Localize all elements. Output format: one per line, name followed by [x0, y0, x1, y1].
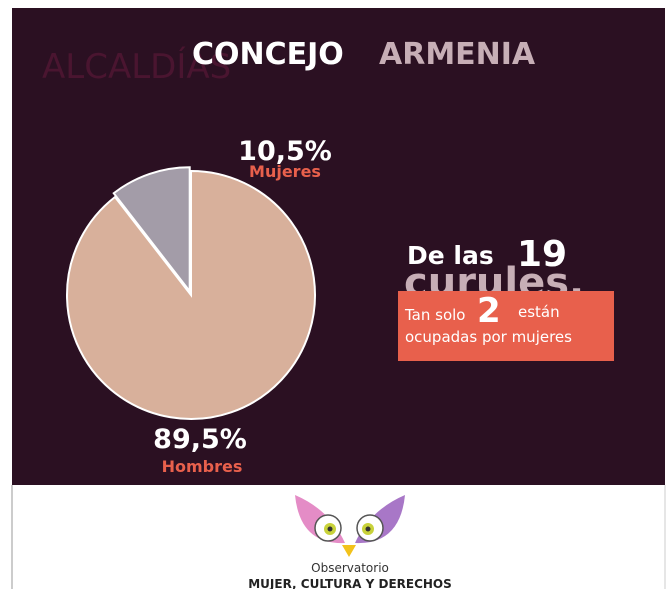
title: CONCEJO — [192, 37, 344, 72]
legend-label: Hombres — [162, 457, 243, 476]
pie-slice — [66, 169, 316, 420]
background-text: ALCALDÍAS — [42, 46, 231, 87]
callout-box — [398, 291, 614, 361]
legend-label: Mujeres — [249, 162, 321, 181]
pie-slice — [112, 166, 191, 295]
title-highlight: ARMENIA — [379, 37, 536, 72]
annotation: Tan solo — [404, 306, 465, 324]
annotation: ocupadas por mujeres — [405, 328, 572, 346]
logo — [295, 495, 405, 557]
annotation: están — [518, 303, 560, 321]
footer-text: MUJER, CULTURA Y DERECHOS — [248, 577, 452, 589]
annotation-number: 19 — [517, 234, 567, 275]
value-label: 89,5% — [153, 424, 247, 455]
annotation-number: 2 — [477, 291, 501, 331]
footer-text: Observatorio — [311, 561, 389, 575]
annotation: De las — [407, 241, 494, 270]
pie — [66, 166, 316, 420]
value-label: 10,5% — [238, 136, 332, 167]
